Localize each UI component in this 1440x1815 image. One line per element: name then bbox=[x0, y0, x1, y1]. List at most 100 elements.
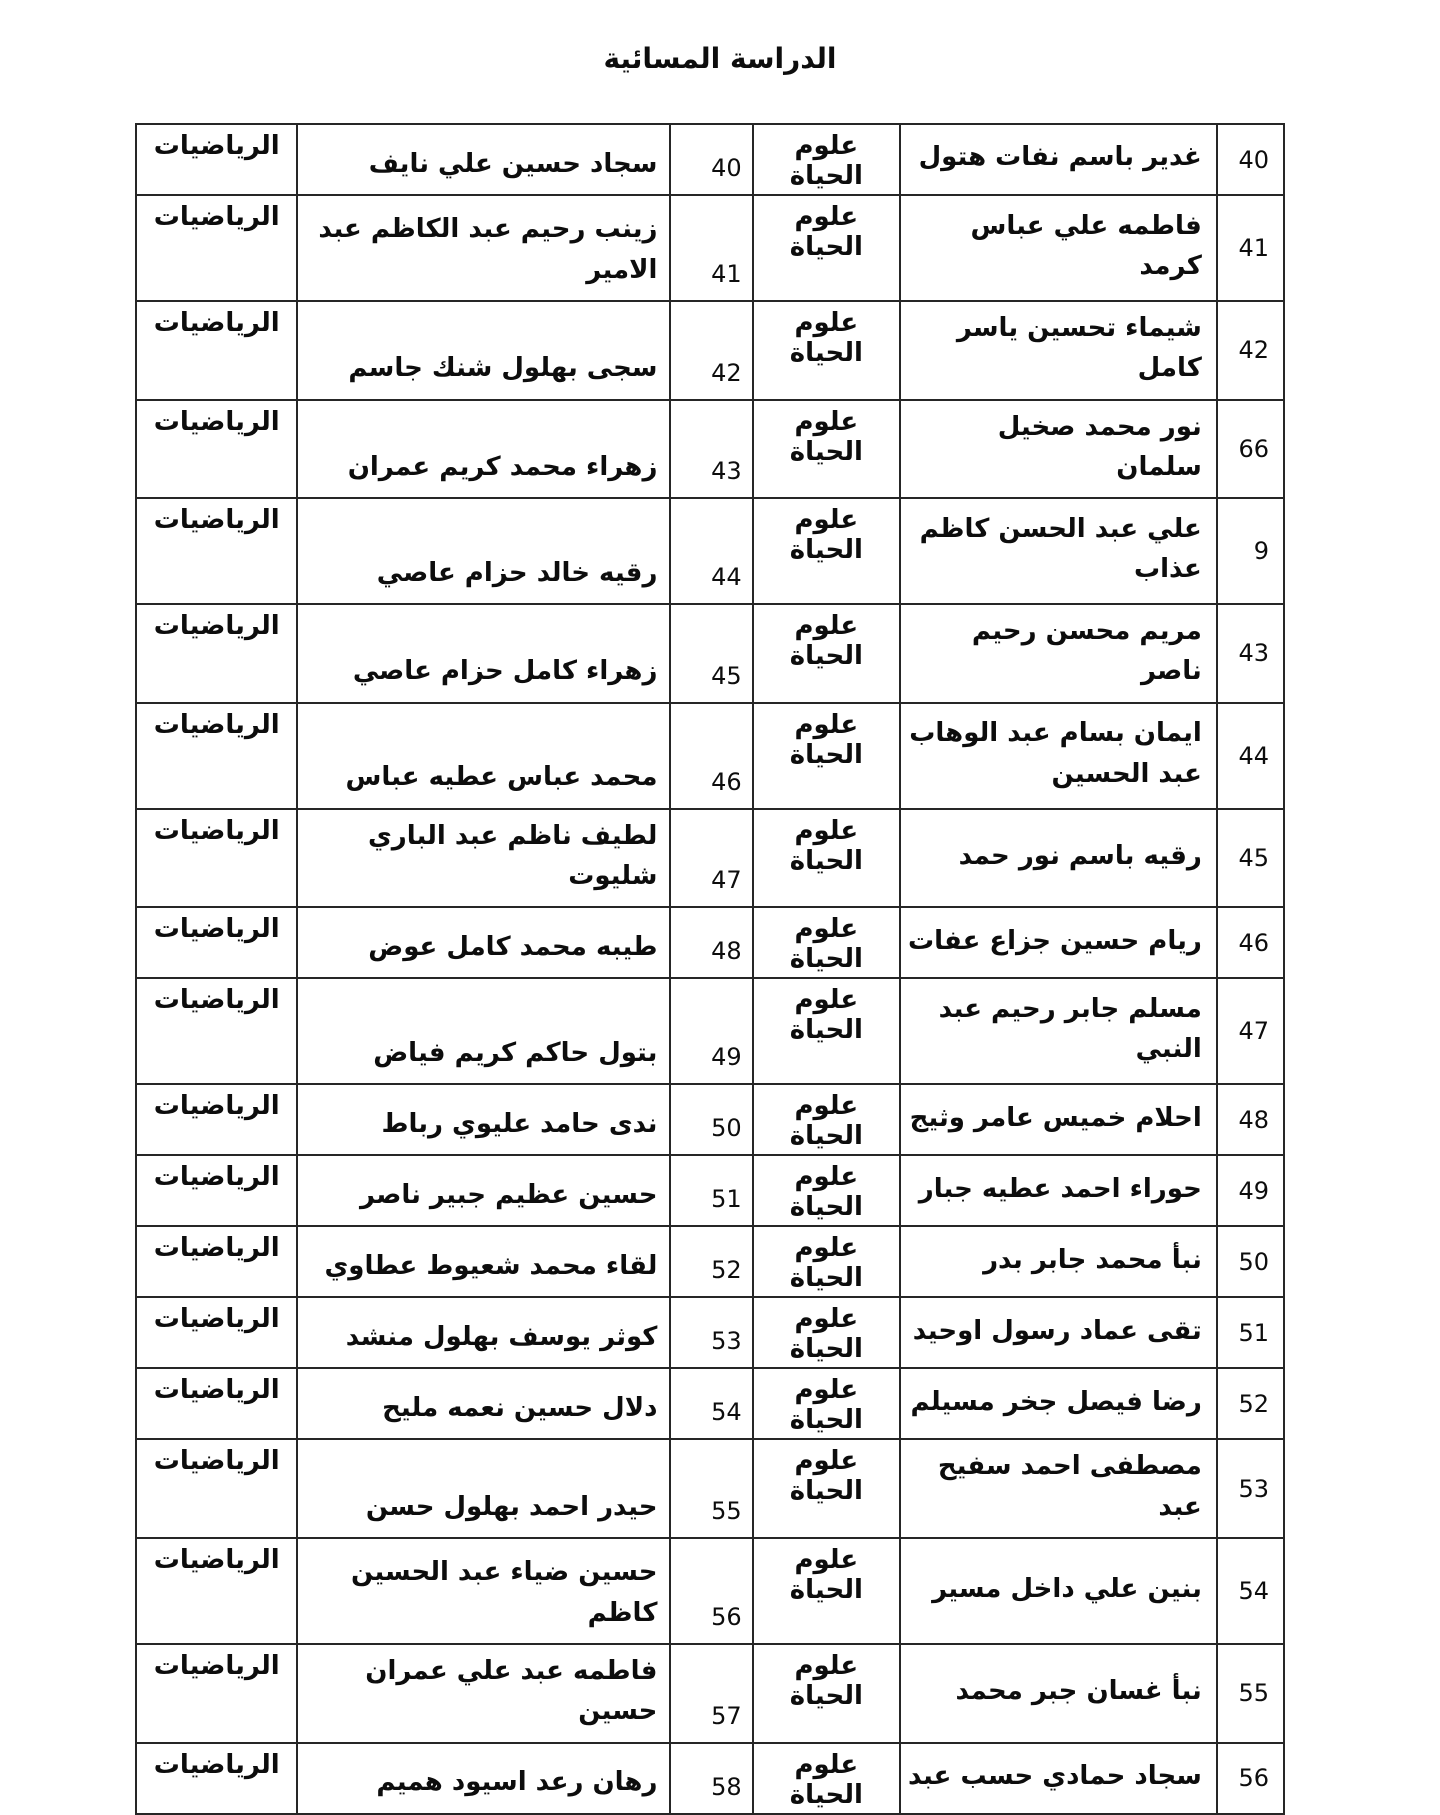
student-name-life: ايمان بسام عبد الوهاب عبد الحسين bbox=[899, 701, 1218, 810]
student-name-math: لقاء محمد شعيوط عطاوي bbox=[296, 1225, 672, 1299]
student-name-life: علي عبد الحسن كاظم عذاب bbox=[899, 497, 1218, 606]
table-row: 44 ايمان بسام عبد الوهاب عبد الحسين علوم ا… bbox=[134, 701, 1286, 810]
table-row: 51 تقى عماد رسول اوحيد علوم الحياة 53 كوثر ي… bbox=[134, 1296, 1286, 1370]
student-name-math: كوثر يوسف بهلول منشد bbox=[296, 1296, 672, 1370]
subject-life-label: علوم الحياة bbox=[751, 497, 902, 606]
student-name-life: نور محمد صخيل سلمان bbox=[899, 398, 1218, 500]
student-name-life: حوراء احمد عطيه جبار bbox=[899, 1154, 1218, 1228]
subject-life-label: علوم الحياة bbox=[751, 906, 902, 980]
student-name-life: احلام خميس عامر وثيج bbox=[899, 1083, 1218, 1157]
table-row: 47 مسلم جابر رحيم عبد النبي علوم الحياة 49 ب… bbox=[134, 977, 1286, 1086]
student-name-life: تقى عماد رسول اوحيد bbox=[899, 1296, 1218, 1370]
student-name-life: مصطفى احمد سفيح عبد bbox=[899, 1438, 1218, 1539]
student-name-math: لطيف ناظم عبد الباري شليوت bbox=[296, 807, 672, 909]
serial-number-cell: 43 bbox=[669, 398, 754, 500]
subject-life-label: علوم الحياة bbox=[751, 1438, 902, 1539]
table-row: 53 مصطفى احمد سفيح عبد علوم الحياة 55 حيدر ا… bbox=[134, 1438, 1286, 1539]
seat-number-cell: 55 bbox=[1215, 1642, 1286, 1744]
seat-number-cell: 48 bbox=[1215, 1083, 1286, 1157]
serial-number-cell: 44 bbox=[669, 497, 754, 606]
subject-life-label: علوم الحياة bbox=[751, 1536, 902, 1645]
page-title: الدراسة المسائية bbox=[603, 42, 837, 75]
subject-math-label: الرياضيات bbox=[134, 1083, 299, 1157]
student-name-math: سجى بهلول شنك جاسم bbox=[296, 300, 672, 401]
table-row: 45 رقيه باسم نور حمد علوم الحياة 47 لطيف ناظ… bbox=[134, 807, 1286, 909]
student-name-math: سجاد حسين علي نايف bbox=[296, 123, 672, 196]
table-row: 41 فاطمه علي عباس كرمد علوم الحياة 41 زينب ر… bbox=[134, 194, 1286, 302]
serial-number-cell: 54 bbox=[669, 1367, 754, 1441]
seat-number-cell: 49 bbox=[1215, 1154, 1286, 1228]
seat-number-cell: 40 bbox=[1215, 123, 1286, 196]
subject-life-label: علوم الحياة bbox=[751, 977, 902, 1086]
subject-math-label: الرياضيات bbox=[134, 194, 299, 302]
subject-math-label: الرياضيات bbox=[134, 1225, 299, 1299]
seat-number-cell: 46 bbox=[1215, 906, 1286, 980]
student-name-life: فاطمه علي عباس كرمد bbox=[899, 194, 1218, 302]
student-name-math: محمد عباس عطيه عباس bbox=[296, 701, 672, 810]
subject-life-label: علوم الحياة bbox=[751, 123, 902, 196]
student-name-life: بنين علي داخل مسير bbox=[899, 1536, 1218, 1645]
seat-number-cell: 52 bbox=[1215, 1367, 1286, 1441]
table-row: 40 غدير باسم نفات هتول علوم الحياة 40 سجاد ح… bbox=[134, 123, 1286, 196]
subject-life-label: علوم الحياة bbox=[751, 398, 902, 500]
table-row: 54 بنين علي داخل مسير علوم الحياة 56 حسين ضي… bbox=[134, 1536, 1286, 1645]
serial-number-cell: 42 bbox=[669, 300, 754, 401]
table-row: 46 ريام حسين جزاع عفات علوم الحياة 48 طيبه م… bbox=[134, 906, 1286, 980]
subject-life-label: علوم الحياة bbox=[751, 1367, 902, 1441]
student-name-math: حسين ضياء عبد الحسين كاظم bbox=[296, 1536, 672, 1645]
student-roster-table: 40 غدير باسم نفات هتول علوم الحياة 40 سجاد ح… bbox=[134, 123, 1286, 1815]
seat-number-cell: 50 bbox=[1215, 1225, 1286, 1299]
subject-math-label: الرياضيات bbox=[134, 1741, 299, 1815]
subject-life-label: علوم الحياة bbox=[751, 1154, 902, 1228]
serial-number-cell: 52 bbox=[669, 1225, 754, 1299]
serial-number-cell: 55 bbox=[669, 1438, 754, 1539]
seat-number-cell: 44 bbox=[1215, 701, 1286, 810]
table-row: 9 علي عبد الحسن كاظم عذاب علوم الحياة 44 رقي… bbox=[134, 497, 1286, 606]
student-name-life: نبأ غسان جبر محمد bbox=[899, 1642, 1218, 1744]
serial-number-cell: 58 bbox=[669, 1741, 754, 1815]
student-name-life: رقيه باسم نور حمد bbox=[899, 807, 1218, 909]
serial-number-cell: 56 bbox=[669, 1536, 754, 1645]
seat-number-cell: 53 bbox=[1215, 1438, 1286, 1539]
student-name-math: طيبه محمد كامل عوض bbox=[296, 906, 672, 980]
table-row: 66 نور محمد صخيل سلمان علوم الحياة 43 زهراء … bbox=[134, 398, 1286, 500]
student-name-math: حيدر احمد بهلول حسن bbox=[296, 1438, 672, 1539]
subject-math-label: الرياضيات bbox=[134, 1536, 299, 1645]
table-row: 48 احلام خميس عامر وثيج علوم الحياة 50 ندى ح… bbox=[134, 1083, 1286, 1157]
student-name-life: غدير باسم نفات هتول bbox=[899, 123, 1218, 196]
subject-math-label: الرياضيات bbox=[134, 1296, 299, 1370]
seat-number-cell: 41 bbox=[1215, 194, 1286, 302]
student-name-life: سجاد حمادي حسب عبد bbox=[899, 1741, 1218, 1815]
serial-number-cell: 45 bbox=[669, 603, 754, 704]
serial-number-cell: 49 bbox=[669, 977, 754, 1086]
subject-math-label: الرياضيات bbox=[134, 123, 299, 196]
subject-math-label: الرياضيات bbox=[134, 497, 299, 606]
subject-math-label: الرياضيات bbox=[134, 1642, 299, 1744]
serial-number-cell: 53 bbox=[669, 1296, 754, 1370]
table-row: 55 نبأ غسان جبر محمد علوم الحياة 57 فاطمه عب… bbox=[134, 1642, 1286, 1744]
student-name-math: فاطمه عبد علي عمران حسين bbox=[296, 1642, 672, 1744]
subject-math-label: الرياضيات bbox=[134, 977, 299, 1086]
serial-number-cell: 57 bbox=[669, 1642, 754, 1744]
student-name-math: رقيه خالد حزام عاصي bbox=[296, 497, 672, 606]
student-name-math: زهراء محمد كريم عمران bbox=[296, 398, 672, 500]
seat-number-cell: 43 bbox=[1215, 603, 1286, 704]
student-name-life: مسلم جابر رحيم عبد النبي bbox=[899, 977, 1218, 1086]
student-name-math: رهان رعد اسيود هميم bbox=[296, 1741, 672, 1815]
student-name-math: دلال حسين نعمه مليح bbox=[296, 1367, 672, 1441]
serial-number-cell: 41 bbox=[669, 194, 754, 302]
subject-math-label: الرياضيات bbox=[134, 807, 299, 909]
seat-number-cell: 42 bbox=[1215, 300, 1286, 401]
seat-number-cell: 66 bbox=[1215, 398, 1286, 500]
subject-math-label: الرياضيات bbox=[134, 701, 299, 810]
student-name-life: مريم محسن رحيم ناصر bbox=[899, 603, 1218, 704]
seat-number-cell: 47 bbox=[1215, 977, 1286, 1086]
subject-math-label: الرياضيات bbox=[134, 1438, 299, 1539]
student-name-life: شيماء تحسين ياسر كامل bbox=[899, 300, 1218, 401]
subject-life-label: علوم الحياة bbox=[751, 300, 902, 401]
subject-life-label: علوم الحياة bbox=[751, 603, 902, 704]
student-name-math: حسين عظيم جبير ناصر bbox=[296, 1154, 672, 1228]
student-name-math: زهراء كامل حزام عاصي bbox=[296, 603, 672, 704]
table-row: 49 حوراء احمد عطيه جبار علوم الحياة 51 حسين … bbox=[134, 1154, 1286, 1228]
subject-life-label: علوم الحياة bbox=[751, 807, 902, 909]
